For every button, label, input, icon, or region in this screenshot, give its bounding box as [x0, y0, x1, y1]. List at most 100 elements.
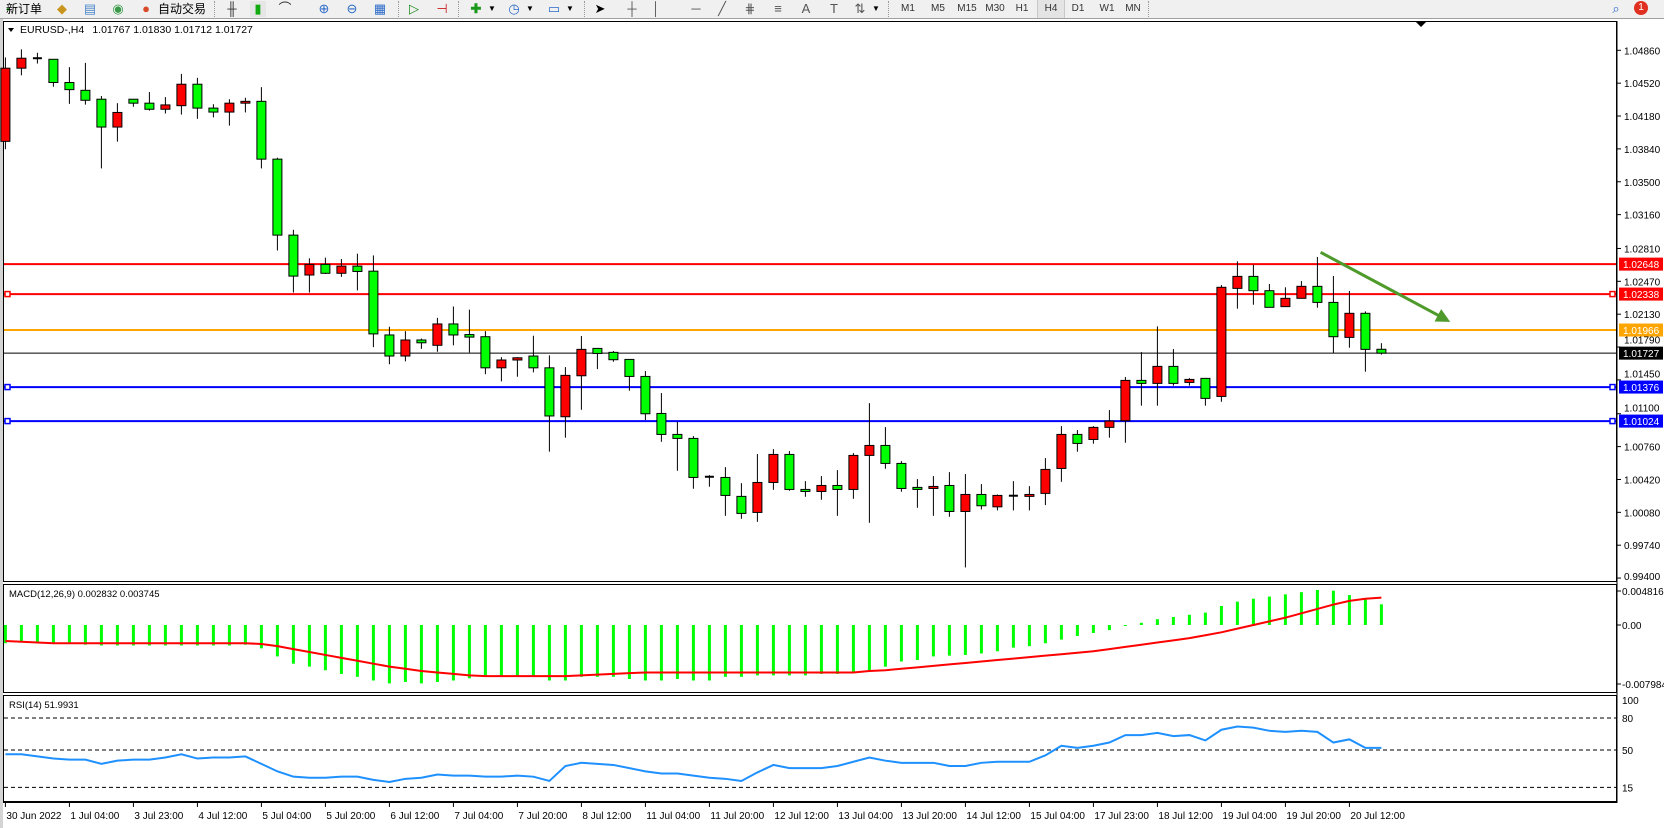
- timeframe-w1[interactable]: W1: [1099, 3, 1115, 14]
- candle-body-bull: [160, 104, 171, 110]
- main-chart-panel[interactable]: [3, 21, 1617, 582]
- market-watch-icon[interactable]: ◆: [57, 1, 67, 16]
- candle-body-bull: [1184, 378, 1195, 383]
- autoscroll-icon[interactable]: ▷: [409, 1, 419, 16]
- data-window-icon[interactable]: ▤: [83, 1, 97, 16]
- chart-shift-icon[interactable]: ⊣: [436, 1, 448, 16]
- new-order-button[interactable]: 新订单: [6, 2, 43, 16]
- candle-body-bear: [256, 100, 267, 160]
- signal-icon[interactable]: ◉: [112, 1, 124, 16]
- candle-body-bear: [1360, 312, 1371, 350]
- zoom-in-icon[interactable]: ⊕: [318, 1, 330, 16]
- candlestick-icon[interactable]: ▮: [250, 1, 266, 17]
- x-axis-tick-label: 4 Jul 12:00: [198, 811, 247, 822]
- candle: [784, 451, 795, 491]
- candle: [720, 467, 731, 516]
- candle-body-bear: [528, 355, 539, 369]
- chevron-down-icon[interactable]: ▼: [488, 4, 496, 13]
- new-order-icon[interactable]: ▪: [6, 4, 10, 14]
- zoom-out-icon[interactable]: ⊖: [346, 1, 358, 16]
- x-axis-tick-label: 7 Jul 04:00: [454, 811, 503, 822]
- candle: [896, 461, 907, 492]
- candle: [704, 475, 714, 487]
- candle: [176, 73, 187, 115]
- notification-icon[interactable]: 1: [1634, 1, 1648, 15]
- text-icon[interactable]: A: [801, 1, 811, 16]
- fibo-retracement-icon[interactable]: ≡: [774, 1, 782, 16]
- separator: [584, 1, 587, 17]
- x-axis-tick-label: 8 Jul 12:00: [582, 811, 631, 822]
- arrows-icon[interactable]: ⇅: [854, 1, 866, 16]
- timeframe-h1[interactable]: H1: [1015, 3, 1029, 14]
- macd-panel[interactable]: [3, 584, 1617, 693]
- candle: [688, 436, 699, 489]
- candle: [448, 306, 459, 346]
- candle: [832, 470, 843, 516]
- candle: [752, 454, 763, 522]
- timeframe-m30[interactable]: M30: [985, 3, 1005, 14]
- timeframe-mn[interactable]: MN: [1125, 3, 1141, 14]
- indicators-icon[interactable]: ✚: [470, 1, 482, 16]
- crosshair-icon[interactable]: ┼: [627, 1, 637, 16]
- timeframe-m1[interactable]: M1: [901, 3, 915, 14]
- chevron-down-icon[interactable]: ▼: [566, 4, 574, 13]
- timeframe-m15[interactable]: M15: [957, 3, 977, 14]
- macd-histogram-bar: [259, 625, 263, 649]
- y-axis-tick-label: 1.02130: [1624, 310, 1661, 321]
- candle-body-bear: [1200, 377, 1211, 399]
- chevron-down-icon[interactable]: ▼: [872, 4, 880, 13]
- auto-trading-icon[interactable]: ●: [142, 1, 150, 16]
- timeframe-d1[interactable]: D1: [1071, 3, 1085, 14]
- candle: [64, 67, 75, 104]
- macd-histogram-bar: [211, 625, 215, 646]
- text-label-icon[interactable]: T: [830, 1, 838, 16]
- candle-body-bear: [272, 158, 283, 236]
- macd-histogram-bar: [1107, 625, 1111, 631]
- search-icon[interactable]: ⌕: [1612, 1, 1620, 16]
- fibo-expansion-icon[interactable]: ⋕: [744, 1, 756, 16]
- chevron-down-icon[interactable]: ▼: [526, 4, 534, 13]
- line-chart-icon[interactable]: ⌒: [278, 1, 292, 16]
- candle-body-bear: [672, 433, 683, 439]
- line-anchor-handle: [4, 417, 11, 425]
- candle: [1024, 486, 1035, 511]
- timeframe-h4[interactable]: H4: [1037, 0, 1065, 18]
- chart-shift-marker-icon[interactable]: [1416, 22, 1426, 27]
- candle: [976, 484, 987, 510]
- candle-body-bull: [0, 67, 11, 142]
- candle-body-bear: [1312, 285, 1323, 303]
- templates-icon[interactable]: ▭: [547, 1, 561, 16]
- symbol-menu-triangle-icon[interactable]: [8, 28, 14, 32]
- macd-histogram-bar: [147, 625, 151, 646]
- macd-histogram-bar: [3, 625, 7, 644]
- tile-windows-icon[interactable]: ▦: [373, 1, 387, 16]
- macd-histogram-bar: [723, 625, 727, 677]
- candle-body-bear: [144, 102, 155, 110]
- macd-histogram-bar: [1043, 625, 1047, 644]
- vertical-line-icon[interactable]: │: [651, 1, 661, 16]
- candle-body-bear: [64, 81, 75, 91]
- trendline-icon[interactable]: ╱: [718, 1, 726, 16]
- price-line-label-bg: [1619, 346, 1663, 360]
- macd-histogram-bar: [115, 625, 119, 646]
- candle: [1120, 377, 1131, 443]
- candle: [608, 351, 619, 362]
- candle-body-bear: [480, 336, 491, 369]
- candle-body-bear: [1136, 379, 1147, 384]
- auto-trading-button[interactable]: 自动交易: [158, 2, 207, 16]
- horizontal-line-icon[interactable]: ─: [691, 1, 701, 16]
- candle: [96, 96, 107, 169]
- candle-body-bear: [448, 323, 459, 336]
- rsi-panel[interactable]: [3, 695, 1617, 802]
- candle: [384, 326, 395, 365]
- timeframe-m5[interactable]: M5: [931, 3, 945, 14]
- macd-histogram-bar: [1235, 601, 1239, 625]
- periods-icon[interactable]: ◷: [508, 1, 520, 16]
- candle-body-bull: [1040, 468, 1051, 494]
- candle: [928, 476, 939, 516]
- line-anchor-handle: [4, 383, 11, 391]
- cursor-icon[interactable]: ➤: [594, 1, 606, 16]
- bar-chart-icon[interactable]: ╫: [227, 1, 237, 16]
- chart-ohlc: 1.01767 1.01830 1.01712 1.01727: [92, 24, 253, 36]
